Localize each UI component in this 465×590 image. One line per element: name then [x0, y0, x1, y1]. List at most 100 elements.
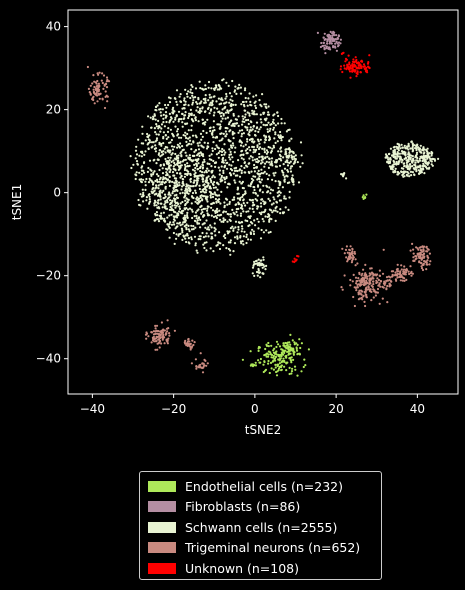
- data-point: [228, 109, 231, 112]
- data-point: [140, 178, 143, 181]
- data-point: [189, 156, 192, 159]
- data-point: [214, 234, 217, 237]
- data-point: [365, 66, 368, 69]
- data-point: [165, 106, 168, 109]
- data-point: [251, 222, 254, 225]
- data-point: [147, 142, 150, 145]
- data-point: [204, 235, 207, 238]
- data-point: [268, 220, 271, 223]
- data-point: [391, 274, 394, 277]
- data-point: [269, 127, 272, 130]
- data-point: [240, 171, 243, 175]
- data-point: [161, 167, 164, 170]
- data-point: [266, 190, 269, 193]
- data-point: [293, 260, 296, 264]
- data-point: [239, 214, 242, 217]
- data-point: [144, 150, 147, 153]
- data-point: [431, 164, 434, 167]
- data-point: [183, 114, 186, 117]
- data-point: [216, 199, 219, 202]
- data-point: [191, 85, 194, 88]
- data-point: [396, 276, 399, 279]
- data-point: [278, 362, 281, 365]
- data-point: [149, 179, 152, 182]
- data-point: [353, 304, 356, 308]
- data-point: [388, 152, 391, 155]
- data-point: [322, 41, 325, 45]
- data-point: [190, 129, 193, 132]
- data-point: [237, 124, 240, 127]
- data-point: [186, 201, 189, 204]
- data-point: [386, 161, 389, 164]
- data-point: [244, 164, 248, 167]
- data-point: [353, 286, 356, 289]
- data-point: [222, 176, 226, 179]
- data-point: [181, 180, 184, 183]
- data-point: [263, 103, 266, 106]
- data-point: [190, 124, 193, 127]
- data-point: [155, 211, 158, 214]
- data-point: [388, 279, 391, 282]
- data-point: [218, 231, 221, 234]
- data-point: [204, 191, 207, 194]
- data-point: [215, 84, 218, 87]
- data-point: [419, 249, 422, 252]
- data-point: [253, 163, 256, 167]
- data-point: [228, 148, 231, 151]
- data-point: [142, 200, 145, 203]
- data-point: [174, 227, 177, 230]
- data-point: [205, 147, 209, 150]
- data-point: [244, 192, 247, 195]
- data-point: [229, 158, 232, 161]
- data-point: [222, 211, 225, 214]
- data-point: [186, 234, 189, 237]
- data-point: [169, 156, 172, 159]
- data-point: [359, 71, 362, 74]
- data-point: [154, 105, 158, 108]
- data-point: [375, 279, 378, 282]
- y-tick-label: 0: [53, 186, 61, 200]
- data-point: [286, 161, 289, 164]
- data-point: [214, 147, 217, 151]
- data-point: [228, 92, 232, 95]
- data-point: [400, 143, 403, 146]
- data-point: [229, 249, 232, 252]
- data-point: [394, 271, 397, 274]
- data-point: [217, 156, 220, 159]
- data-point: [178, 207, 182, 210]
- data-point: [316, 31, 319, 34]
- data-point: [224, 97, 227, 100]
- data-point: [227, 247, 230, 251]
- data-point: [275, 340, 279, 343]
- data-point: [191, 160, 194, 163]
- data-point: [352, 273, 355, 276]
- data-point: [400, 167, 403, 170]
- data-point: [292, 180, 295, 183]
- data-point: [198, 364, 201, 367]
- data-point: [223, 178, 226, 181]
- data-point: [360, 283, 363, 286]
- data-point: [153, 340, 156, 343]
- data-point: [215, 216, 218, 219]
- data-point: [138, 171, 141, 174]
- data-point: [252, 210, 255, 213]
- data-point: [197, 216, 201, 219]
- data-point: [182, 178, 185, 181]
- data-point: [262, 211, 266, 214]
- data-point: [246, 140, 249, 143]
- data-point: [207, 184, 210, 187]
- data-point: [162, 333, 165, 336]
- x-axis-label: tSNE2: [245, 423, 282, 437]
- data-point: [207, 86, 210, 89]
- data-point: [185, 140, 188, 143]
- data-point: [226, 220, 229, 223]
- data-point: [392, 146, 395, 149]
- data-point: [206, 212, 209, 215]
- data-point: [171, 132, 174, 135]
- data-point: [202, 121, 205, 125]
- data-point: [269, 353, 272, 356]
- data-point: [330, 42, 333, 45]
- data-point: [349, 245, 352, 248]
- data-point: [155, 123, 158, 126]
- data-point: [251, 272, 254, 275]
